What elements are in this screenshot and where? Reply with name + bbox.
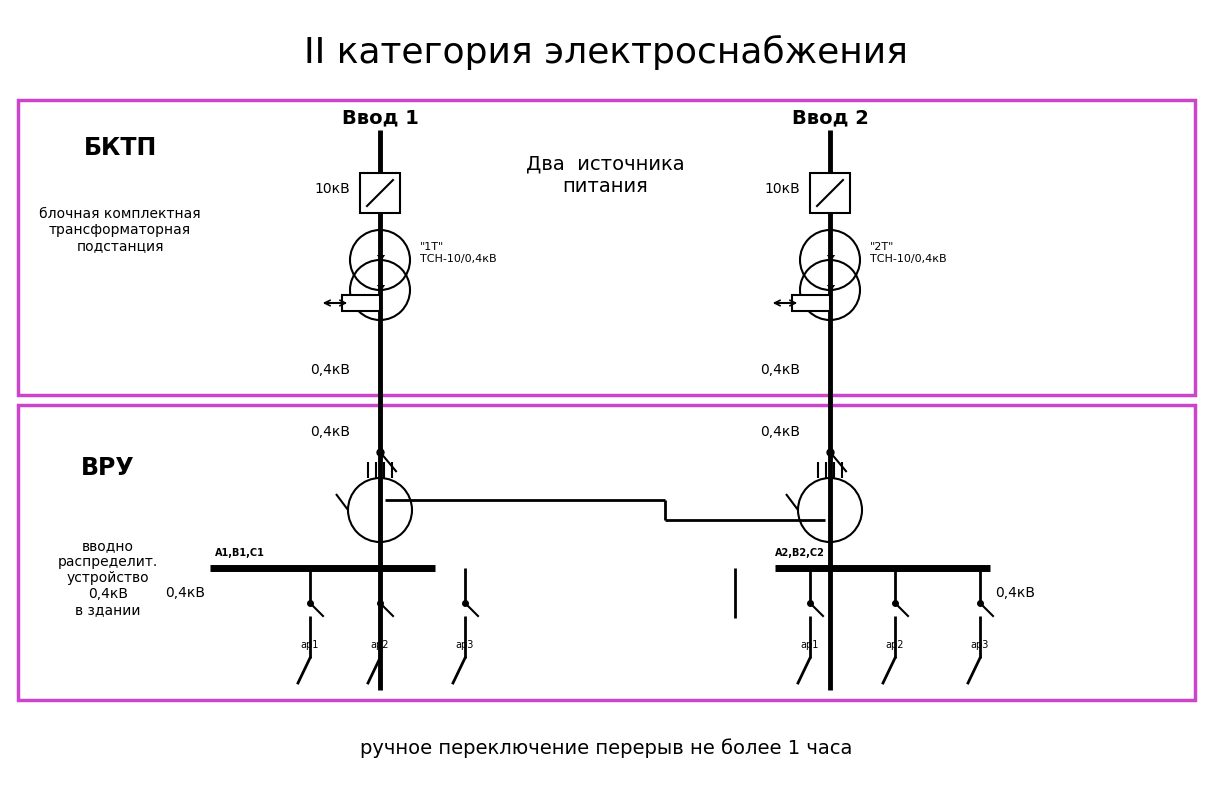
Bar: [18, 405, 1195, 700]
Text: Ввод 2: Ввод 2: [792, 108, 869, 128]
Bar: [792, 295, 830, 311]
Text: 0,4кВ: 0,4кВ: [165, 586, 205, 600]
Text: ВРУ: ВРУ: [81, 456, 135, 480]
Text: ар1: ар1: [801, 640, 819, 650]
Text: "2Т"
ТСН-10/0,4кВ: "2Т" ТСН-10/0,4кВ: [870, 242, 946, 264]
Bar: [18, 100, 1195, 395]
Text: Два  источника
питания: Два источника питания: [525, 155, 684, 195]
Text: ар2: ар2: [371, 640, 389, 650]
Text: Y: Y: [376, 255, 385, 265]
Text: Y: Y: [376, 285, 385, 295]
Text: Ввод 1: Ввод 1: [342, 108, 418, 128]
Text: А2,В2,С2: А2,В2,С2: [775, 548, 825, 558]
Text: "1Т"
ТСН-10/0,4кВ: "1Т" ТСН-10/0,4кВ: [420, 242, 496, 264]
Text: блочная комплектная
трансформаторная
подстанция: блочная комплектная трансформаторная под…: [39, 206, 201, 253]
Text: 0,4кВ: 0,4кВ: [761, 425, 801, 439]
Text: 0,4кВ: 0,4кВ: [311, 363, 351, 377]
Bar: [810, 173, 850, 213]
Text: 10кВ: 10кВ: [314, 182, 351, 196]
Text: Y: Y: [826, 255, 835, 265]
Text: А1,В1,С1: А1,В1,С1: [215, 548, 264, 558]
Text: II категория электроснабжения: II категория электроснабжения: [304, 34, 909, 69]
Text: БКТП: БКТП: [84, 136, 156, 160]
Text: ар3: ар3: [456, 640, 474, 650]
Text: ручное переключение перерыв не более 1 часа: ручное переключение перерыв не более 1 ч…: [360, 738, 853, 758]
Bar: [342, 295, 380, 311]
Text: 10кВ: 10кВ: [764, 182, 801, 196]
Bar: [360, 173, 400, 213]
Text: ар3: ар3: [970, 640, 989, 650]
Text: ар2: ар2: [885, 640, 904, 650]
Text: 0,4кВ: 0,4кВ: [995, 586, 1035, 600]
Text: ар1: ар1: [301, 640, 319, 650]
Text: Y: Y: [826, 285, 835, 295]
Text: 0,4кВ: 0,4кВ: [311, 425, 351, 439]
Text: вводно
распределит.
устройство
0,4кВ
в здании: вводно распределит. устройство 0,4кВ в з…: [58, 539, 158, 618]
Text: 0,4кВ: 0,4кВ: [761, 363, 801, 377]
